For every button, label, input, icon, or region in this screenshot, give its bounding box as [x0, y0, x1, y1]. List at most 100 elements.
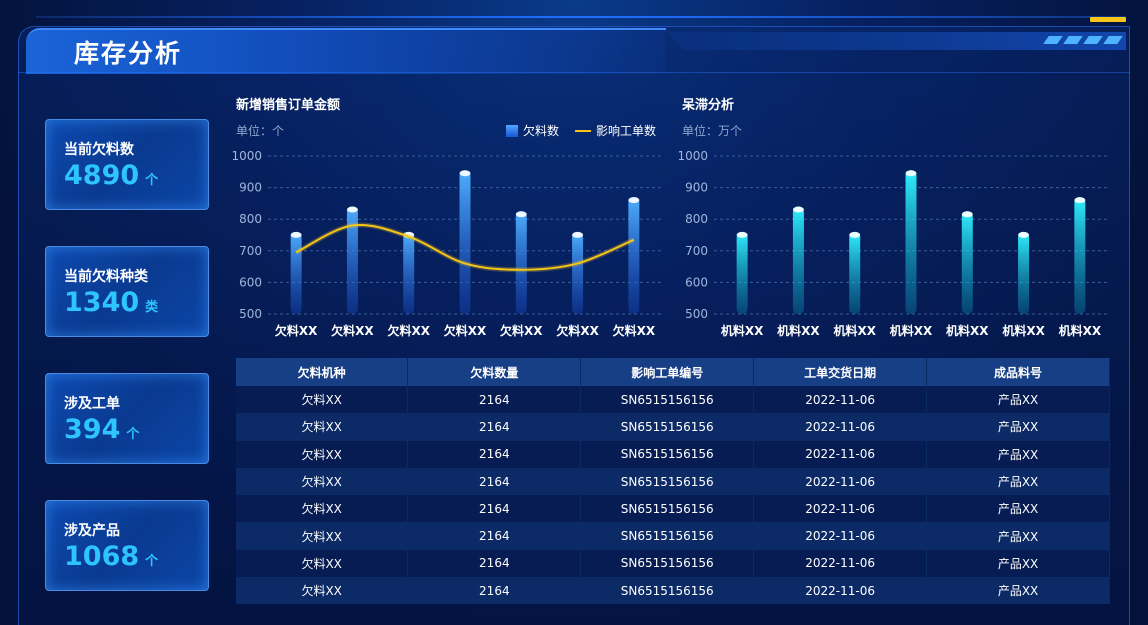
bar-cap: [1018, 231, 1030, 238]
bar[interactable]: [346, 206, 358, 314]
table-cell: 欠料XX: [236, 413, 409, 441]
bar-cap: [459, 170, 471, 177]
kpi-value: 394 个: [64, 414, 140, 445]
table-cell: 2022-11-06: [753, 386, 928, 414]
bar[interactable]: [736, 231, 748, 314]
table-row[interactable]: 欠料XX 2164 SN6515156156 2022-11-06 产品XX: [236, 549, 1110, 578]
top-gold-accent: [1090, 17, 1126, 22]
table-cell: 欠料XX: [236, 467, 409, 496]
table-row[interactable]: 欠料XX 2164 SN6515156156 2022-11-06 产品XX: [236, 440, 1110, 468]
table-cell: 产品XX: [926, 577, 1110, 605]
bar[interactable]: [1074, 197, 1086, 314]
bar[interactable]: [792, 206, 804, 314]
bar[interactable]: [403, 231, 415, 314]
kpi-card-work-orders: 涉及工单 394 个: [45, 373, 209, 464]
table-row[interactable]: 欠料XX 2164 SN6515156156 2022-11-06 产品XX: [236, 413, 1110, 441]
bar-cap: [961, 211, 973, 218]
table-cell: SN6515156156: [580, 549, 755, 578]
y-tick-label: 600: [239, 275, 262, 289]
x-tick-label: 机料XX: [890, 323, 933, 338]
legend-item-line: 影响工单数: [596, 124, 657, 138]
chart2-unit: 单位：万个: [682, 124, 743, 138]
table-cell: 欠料XX: [236, 386, 409, 414]
y-tick-label: 600: [685, 275, 708, 289]
table-row[interactable]: 欠料XX 2164 SN6515156156 2022-11-06 产品XX: [236, 495, 1110, 523]
table-cell: 产品XX: [926, 413, 1110, 441]
table-cell: 2164: [407, 549, 582, 578]
bar[interactable]: [515, 211, 527, 314]
bar[interactable]: [628, 197, 640, 314]
table-cell: 产品XX: [926, 386, 1110, 414]
table-row[interactable]: 欠料XX 2164 SN6515156156 2022-11-06 产品XX: [236, 467, 1110, 496]
kpi-label: 涉及工单: [64, 396, 120, 412]
table-cell: SN6515156156: [580, 386, 755, 414]
x-tick-label: 欠料XX: [500, 323, 543, 338]
bar-cap: [290, 231, 302, 238]
table-cell: 2164: [407, 522, 582, 550]
table-cell: 2022-11-06: [753, 467, 928, 496]
table-cell: 2164: [407, 413, 582, 441]
table-cell: 欠料XX: [236, 549, 409, 578]
bar[interactable]: [849, 231, 861, 314]
x-tick-label: 机料XX: [833, 323, 876, 338]
y-tick-label: 500: [239, 307, 262, 321]
x-tick-label: 欠料XX: [387, 323, 430, 338]
table-cell: 欠料XX: [236, 495, 409, 523]
chart1-unit: 单位：个: [236, 124, 285, 138]
table-cell: 欠料XX: [236, 440, 409, 468]
bar[interactable]: [459, 170, 471, 314]
x-tick-label: 机料XX: [777, 323, 820, 338]
shortage-table: 欠料机种 欠料数量 影响工单编号 工单交货日期 成品料号 欠料XX 2164 SN6…: [236, 358, 1110, 605]
kpi-label: 当前欠料数: [64, 142, 134, 158]
kpi-card-shortage-count: 当前欠料数 4890 个: [45, 119, 209, 210]
kpi-label: 当前欠料种类: [64, 269, 148, 285]
bar-cap: [346, 206, 358, 213]
chart1-legend: 欠料数 影响工单数: [506, 122, 656, 139]
line-series[interactable]: [295, 223, 635, 271]
table-cell: 2164: [407, 440, 582, 468]
table-cell: 产品XX: [926, 522, 1110, 550]
table-cell: 2022-11-06: [753, 522, 928, 550]
y-tick-label: 900: [685, 181, 708, 195]
bar-cap: [515, 211, 527, 218]
x-tick-label: 机料XX: [1059, 323, 1102, 338]
table-header-row: 欠料机种 欠料数量 影响工单编号 工单交货日期 成品料号: [236, 358, 1110, 386]
bar[interactable]: [905, 170, 917, 314]
x-tick-label: 欠料XX: [556, 323, 599, 338]
chart1-title: 新增销售订单金额: [236, 98, 341, 113]
x-tick-label: 机料XX: [1002, 323, 1045, 338]
page-title: 库存分析: [74, 39, 183, 68]
table-row[interactable]: 欠料XX 2164 SN6515156156 2022-11-06 产品XX: [236, 522, 1110, 550]
y-tick-label: 700: [239, 244, 262, 258]
table-cell: 2022-11-06: [753, 549, 928, 578]
table-cell: 2164: [407, 495, 582, 523]
bar-cap: [792, 206, 804, 213]
kpi-card-shortage-types: 当前欠料种类 1340 类: [45, 246, 209, 337]
table-cell: 2164: [407, 577, 582, 605]
table-cell: 产品XX: [926, 440, 1110, 468]
table-cell: 产品XX: [926, 495, 1110, 523]
table-row[interactable]: 欠料XX 2164 SN6515156156 2022-11-06 产品XX: [236, 386, 1110, 414]
table-cell: 产品XX: [926, 549, 1110, 578]
table-cell: SN6515156156: [580, 495, 755, 523]
bar[interactable]: [290, 231, 302, 314]
table-cell: 产品XX: [926, 467, 1110, 496]
x-tick-label: 欠料XX: [275, 323, 318, 338]
bar[interactable]: [961, 211, 973, 314]
kpi-value: 4890 个: [64, 160, 159, 191]
y-tick-label: 700: [685, 244, 708, 258]
x-tick-label: 欠料XX: [444, 323, 487, 338]
table-cell: 2022-11-06: [753, 495, 928, 523]
legend-item-bar: 欠料数: [523, 124, 560, 138]
table-cell: 2022-11-06: [753, 440, 928, 468]
x-tick-label: 欠料XX: [613, 323, 656, 338]
kpi-label: 涉及产品: [64, 523, 120, 539]
bar[interactable]: [1018, 231, 1030, 314]
table-cell: 2022-11-06: [753, 577, 928, 605]
table-row[interactable]: 欠料XX 2164 SN6515156156 2022-11-06 产品XX: [236, 577, 1110, 605]
title-stripes: [1043, 36, 1126, 46]
title-bar: 库存分析: [26, 28, 1126, 74]
bar-cap: [736, 231, 748, 238]
bar[interactable]: [572, 231, 584, 314]
bar-cap: [628, 197, 640, 204]
